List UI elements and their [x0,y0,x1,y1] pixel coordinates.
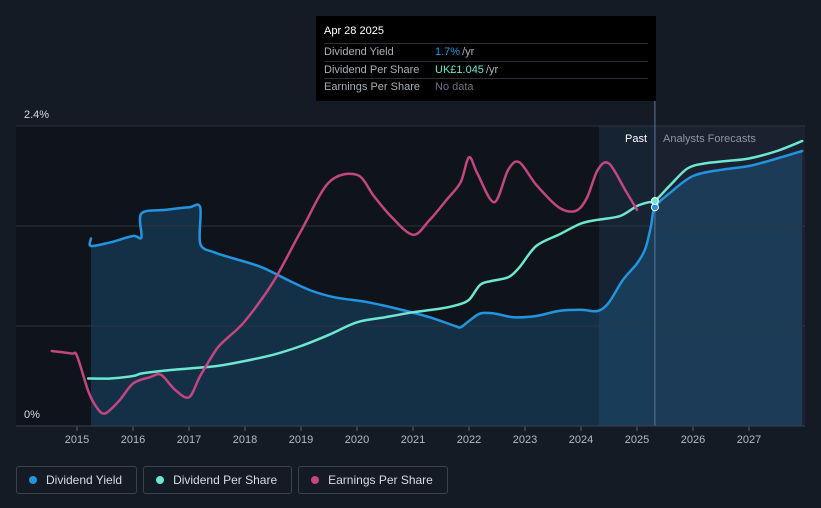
legend-item-dividend-yield[interactable]: Dividend Yield [16,466,138,494]
legend-label: Dividend Yield [46,473,123,487]
tooltip-row-earnings-per-share: Earnings Per Share No data [324,78,648,96]
x-tick-label: 2022 [457,434,481,446]
legend: Dividend Yield Dividend Per Share Earnin… [16,466,448,494]
tooltip-label: Earnings Per Share [324,81,420,94]
x-tick-label: 2023 [513,434,537,446]
chart-marker-group [650,197,659,212]
x-tick-label: 2021 [401,434,425,446]
y-axis-bottom-label: 0% [24,409,40,421]
x-tick-label: 2020 [345,434,369,446]
legend-item-dividend-per-share[interactable]: Dividend Per Share [143,466,293,494]
legend-dot-icon [311,476,320,484]
forecast-label: Analysts Forecasts [663,133,756,145]
legend-item-earnings-per-share[interactable]: Earnings Per Share [298,466,448,494]
tooltip-date: Apr 28 2025 [324,25,384,37]
x-tick-label: 2025 [625,434,649,446]
x-tick-label: 2027 [737,434,761,446]
x-tick-label: 2016 [121,434,145,446]
x-tick-label: 2018 [233,434,257,446]
x-tick-label: 2026 [681,434,705,446]
x-tick-label: 2024 [569,434,593,446]
tooltip-value: No data [435,81,474,94]
x-axis-tick-group: 2015 2016 2017 2018 2019 2020 2021 2022 2023 2024… [16,425,805,446]
legend-label: Earnings Per Share [328,473,433,487]
x-tick-label: 2015 [65,434,89,446]
tooltip-label: Dividend Yield [324,46,394,59]
y-axis-top-label: 2.4% [24,109,49,121]
tooltip-row-dividend-per-share: Dividend Per Share UK£1.045 /yr [324,60,648,79]
tooltip-value: UK£1.045 [435,63,484,76]
tooltip-unit: /yr [485,63,499,76]
x-tick-label: 2017 [177,434,201,446]
legend-label: Dividend Per Share [173,473,278,487]
tooltip: Apr 28 2025 Dividend Yield 1.7% /yr Divi… [316,16,656,101]
chart-series-group [50,139,804,415]
chart-area-group [16,126,805,426]
series-line-earnings-per-share [50,156,639,415]
tooltip-value: 1.7% [435,46,461,59]
tooltip-label: Dividend Per Share [324,63,420,76]
chart-label-group: 2.4% 0% Past Analysts Forecasts [24,109,756,421]
past-label: Past [625,133,647,145]
series-line-dividend-yield [88,149,804,329]
series-line-dividend-per-share [86,139,804,380]
dividend-per-share-marker [650,197,659,205]
legend-dot-icon [29,476,37,484]
tooltip-row-dividend-yield: Dividend Yield 1.7% /yr [324,43,648,61]
legend-dot-icon [156,476,165,484]
tooltip-unit: /yr [462,46,475,59]
x-tick-label: 2019 [289,434,313,446]
